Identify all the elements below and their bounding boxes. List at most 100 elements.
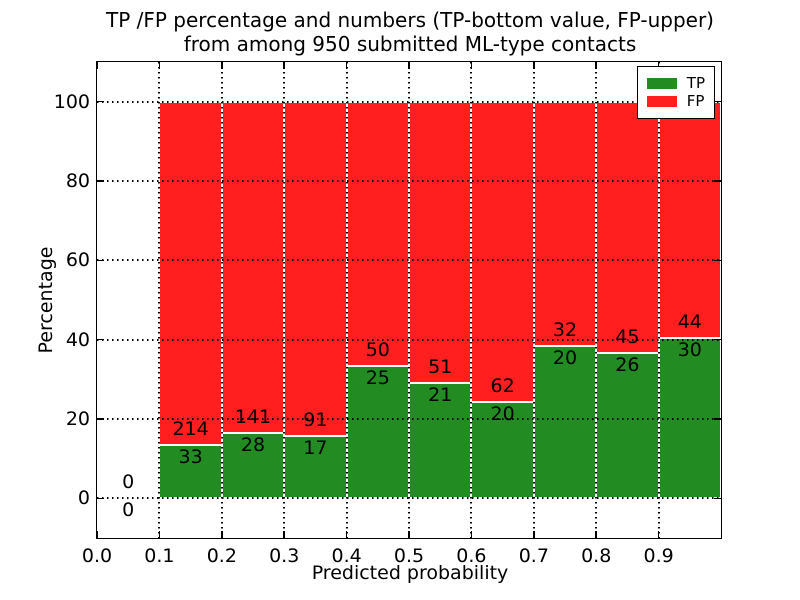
x-tick-label: 0.7 [518,545,549,567]
tp-bar-segment [221,432,285,499]
fp-count-label: 51 [428,355,453,378]
y-tick-label: 0 [77,487,90,510]
x-tick-mark [283,531,285,538]
x-tick-label: 0.0 [81,545,113,567]
fp-bar-segment [658,101,721,338]
tp-count-label: 0 [122,499,135,522]
fp-bar-segment [533,101,597,346]
x-tick-label: 0.8 [581,545,612,567]
y-tick-label: 100 [53,90,90,113]
x-tick-mark-top [158,62,161,69]
fp-bar-segment [284,101,347,436]
legend-item-tp: TP [646,74,705,92]
x-tick-mark-top [96,62,98,69]
grid-line-vertical [345,62,348,538]
tp-count-label: 25 [365,367,390,390]
fp-count-label: 62 [490,374,515,397]
x-tick-mark-top [595,62,597,69]
grid-line-horizontal [97,497,721,500]
grid-line-vertical [595,62,598,538]
chart-title: TP /FP percentage and numbers (TP-bottom… [96,8,724,56]
grid-line-vertical [158,62,161,538]
grid-line-vertical [470,62,473,538]
y-tick-mark-right [714,180,721,182]
grid-line-vertical [408,62,410,538]
tp-count-label: 30 [677,338,702,361]
tp-legend-label: TP [686,74,705,92]
x-tick-label: 0.5 [393,545,425,567]
x-tick-mark-top [470,62,473,69]
tp-bar-segment [284,435,347,499]
y-tick-mark-right [714,497,721,500]
x-tick-mark [221,531,223,538]
x-tick-mark [345,531,348,538]
tp-count-label: 20 [490,402,515,425]
grid-line-horizontal [97,259,721,262]
y-tick-mark-right [714,418,721,420]
fp-bar-segment [596,101,659,354]
fp-count-label: 32 [552,318,578,341]
fp-bar-segment [471,101,534,402]
fp-legend-label: FP [686,92,705,110]
fp-count-label: 0 [122,471,135,494]
grid-line-horizontal [97,418,721,420]
x-tick-mark [408,531,410,538]
y-tick-mark [97,100,104,103]
tp-count-label: 17 [303,436,328,459]
x-tick-mark-top [221,62,223,69]
fp-count-label: 45 [615,326,640,349]
y-tick-label: 40 [65,328,90,351]
y-tick-label: 20 [65,408,90,430]
x-tick-mark-top [345,62,348,69]
fp-count-label: 50 [365,339,390,362]
fp-bar-segment [346,101,409,367]
y-tick-mark-right [714,100,721,103]
tp-count-label: 21 [428,383,453,406]
x-tick-label: 0.4 [331,545,362,567]
x-tick-mark [533,531,535,538]
fp-bar-segment [159,101,222,446]
grid-line-vertical [657,62,660,538]
grid-line-horizontal [97,100,721,103]
y-tick-label: 80 [65,170,90,192]
x-tick-mark [657,531,660,538]
grid-line-vertical [220,62,223,538]
tp-bar-segment [533,345,597,499]
fp-bar-segment [409,101,472,383]
fp-count-label: 91 [303,408,328,431]
y-tick-mark [97,418,104,420]
x-tick-mark-top [533,62,535,69]
plot-area: 0 0 214 33 141 28 91 17 50 25 51 21 62 20 32 20 45 26 44 30… [96,61,722,539]
x-tick-label: 0.6 [456,545,487,567]
y-tick-mark [97,338,104,341]
chart-title-line1: TP /FP percentage and numbers (TP-bottom… [106,8,714,32]
fp-bar-segment [221,101,285,433]
tp-count-label: 26 [615,354,640,377]
y-tick-mark [97,497,104,500]
fp-count-label: 141 [234,405,272,428]
chart-title-line2: from among 950 submitted ML-type contact… [183,32,637,56]
x-tick-mark-top [408,62,410,69]
y-tick-mark [97,180,104,182]
tp-bar-segment [658,337,721,499]
y-tick-mark-right [714,338,721,341]
tp-legend-swatch [646,78,677,89]
grid-line-horizontal [97,338,721,341]
legend-item-fp: FP [646,92,705,110]
grid-line-vertical [532,62,535,538]
fp-count-label: 44 [677,310,702,333]
x-tick-mark [595,531,597,538]
x-tick-mark [96,531,98,538]
x-tick-mark-top [283,62,285,69]
y-tick-mark-right [714,259,721,262]
y-tick-label: 60 [65,249,90,272]
x-tick-label: 0.2 [206,545,237,567]
x-tick-mark [470,531,473,538]
tp-count-label: 28 [240,433,266,456]
tp-count-label: 20 [552,346,578,369]
x-tick-mark [158,531,161,538]
fp-legend-swatch [646,96,677,107]
legend: TP FP [636,66,715,119]
x-tick-label: 0.9 [643,545,674,567]
